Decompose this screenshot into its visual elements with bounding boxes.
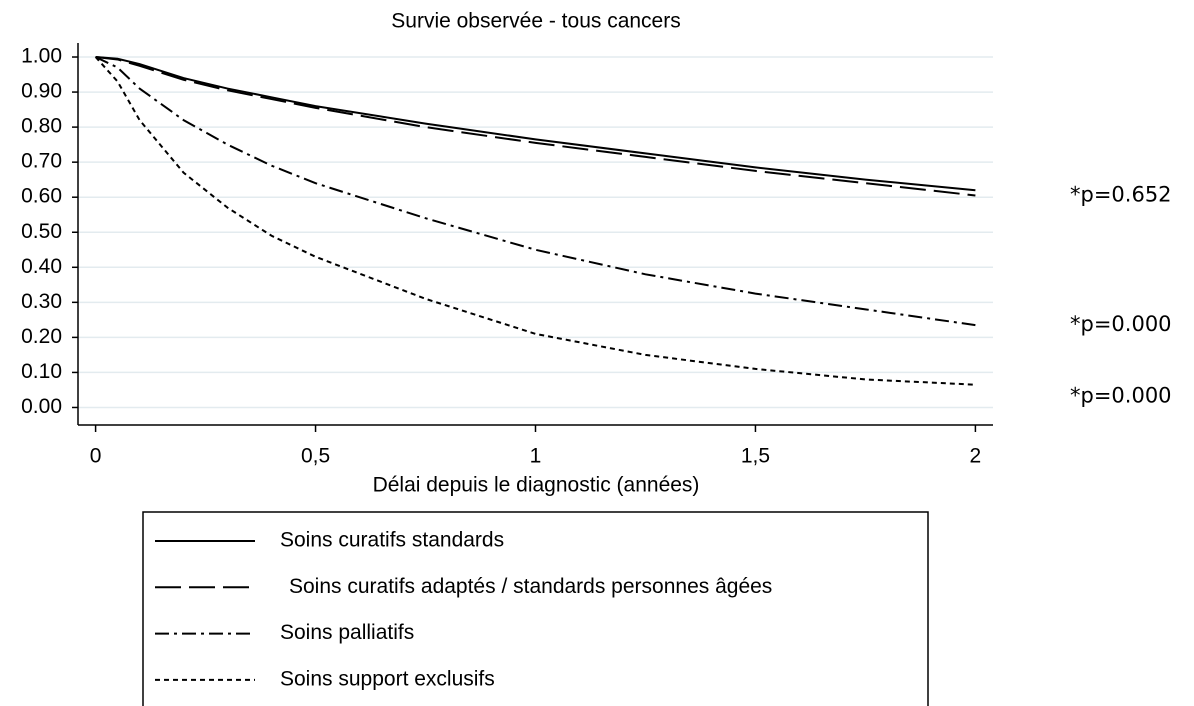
legend-box xyxy=(142,511,929,706)
y-tick-label: 0.50 xyxy=(21,220,62,243)
legend-label: Soins curatifs standards xyxy=(280,529,504,552)
x-tick-label: 1,5 xyxy=(741,445,770,468)
y-tick-label: 0.30 xyxy=(21,290,62,313)
x-axis-label: Délai depuis le diagnostic (années) xyxy=(373,474,700,497)
series-line xyxy=(94,56,976,386)
y-tick-label: 0.00 xyxy=(21,395,62,418)
series-line xyxy=(95,56,976,192)
legend-label: Soins palliatifs xyxy=(280,621,414,644)
series-line xyxy=(95,56,976,327)
x-tick-label: 1 xyxy=(530,445,542,468)
series-line xyxy=(95,56,976,197)
y-tick-label: 0.10 xyxy=(21,360,62,383)
p-value-annotation: *p=0.000 xyxy=(1070,312,1172,336)
y-tick-label: 0.40 xyxy=(21,255,62,278)
legend-label: Soins curatifs adaptés / standards perso… xyxy=(289,575,772,598)
y-tick-label: 0.90 xyxy=(21,80,62,103)
y-tick-label: 1.00 xyxy=(21,45,62,68)
y-tick-label: 0.60 xyxy=(21,185,62,208)
y-tick-label: 0.20 xyxy=(21,325,62,348)
legend-label: Soins support exclusifs xyxy=(280,667,495,690)
chart-title: Survie observée - tous cancers xyxy=(391,10,680,33)
x-tick-label: 0 xyxy=(90,445,102,468)
y-tick-label: 0.80 xyxy=(21,115,62,138)
p-value-annotation: *p=0.000 xyxy=(1070,384,1172,408)
p-value-annotation: *p=0.652 xyxy=(1070,182,1172,206)
x-tick-label: 0,5 xyxy=(301,445,330,468)
x-tick-label: 2 xyxy=(970,445,982,468)
y-tick-label: 0.70 xyxy=(21,150,62,173)
